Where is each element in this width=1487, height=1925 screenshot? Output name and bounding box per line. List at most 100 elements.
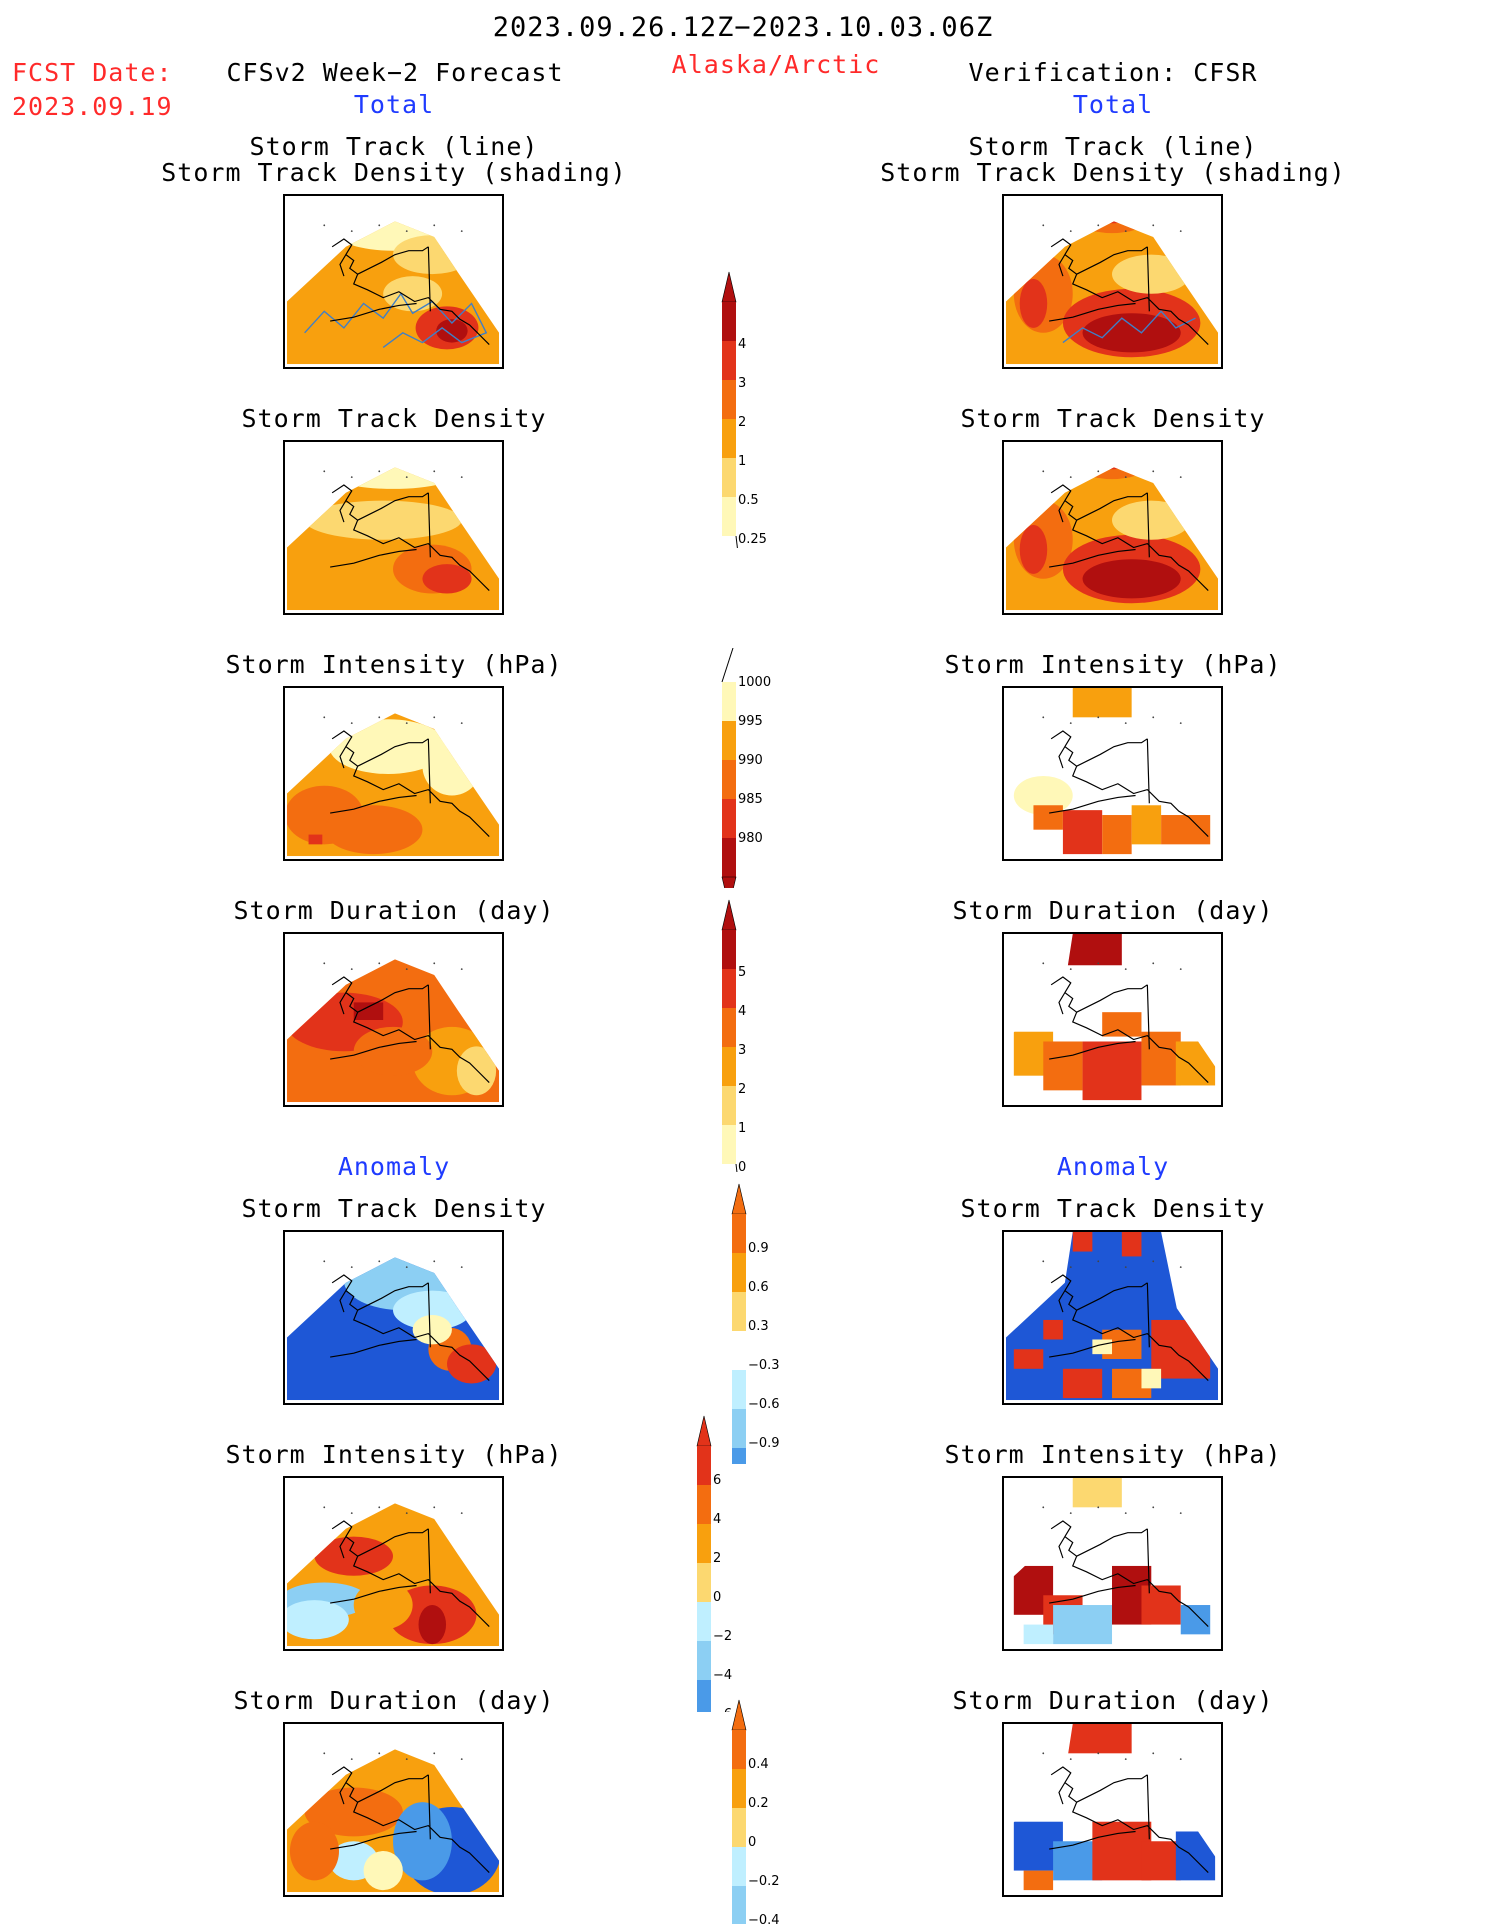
data-field [286, 1257, 500, 1401]
data-field [1005, 221, 1219, 365]
graticule-dot [1152, 224, 1155, 227]
colorbar-tick-label: 0 [738, 1160, 746, 1172]
panel-title: Storm Track Density [241, 404, 547, 433]
graticule-dot [323, 1752, 326, 1755]
panel-title: Storm Duration (day) [233, 896, 555, 925]
colorbar-track-density: 4 3 2 1 0.5 0.25 [721, 271, 767, 548]
colorbar-tick-label: −4 [713, 1668, 732, 1683]
data-field [1005, 1232, 1219, 1401]
graticule-dot [350, 1266, 353, 1269]
graticule-dot [1069, 230, 1072, 233]
graticule-dot [378, 224, 381, 227]
colorbar-tick-label: 985 [738, 792, 763, 807]
graticule-dot [1097, 224, 1100, 227]
map-forecast-density [283, 440, 504, 615]
graticule-dot [433, 1752, 436, 1755]
colorbar-segment [732, 1448, 746, 1464]
colorbar-tick-label: 2 [738, 415, 746, 430]
colorbar-segment [732, 1370, 746, 1409]
colorbar-tick-label: −6 [713, 1707, 732, 1712]
graticule-dot [323, 1260, 326, 1263]
graticule-dot [405, 722, 408, 725]
graticule-dot [1152, 470, 1155, 473]
coastline [1049, 1766, 1209, 1873]
graticule-dot [350, 230, 353, 233]
colorbar-segment [697, 1446, 711, 1485]
graticule-dot [1124, 968, 1127, 971]
colorbar-tick-label: 3 [738, 1043, 746, 1058]
graticule-dot [378, 962, 381, 965]
colorbar-whisker-bottom [735, 535, 738, 548]
graticule-dot [1069, 968, 1072, 971]
colorbar-arrow-top [721, 899, 737, 931]
colorbar-segment [732, 1886, 746, 1924]
graticule-dot [1179, 1512, 1182, 1515]
total-label-right: Total [1072, 90, 1154, 119]
colorbar-tick-label: −0.3 [748, 1358, 780, 1373]
graticule-dot [378, 1260, 381, 1263]
coastline [1049, 484, 1209, 591]
colorbar-segment [697, 1485, 711, 1524]
graticule-dot [1124, 1266, 1127, 1269]
graticule-dot [1152, 1506, 1155, 1509]
graticule-dot [1069, 722, 1072, 725]
panel-title: Storm Duration (day) [952, 896, 1274, 925]
graticule-dot [1042, 1260, 1045, 1263]
date-range-title: 2023.09.26.12Z−2023.10.03.06Z [492, 12, 994, 43]
graticule-dot [1097, 962, 1100, 965]
colorbar-tick-label: 0.9 [748, 1241, 769, 1256]
colorbar-segment [722, 969, 736, 1008]
storm-track-line [1062, 310, 1196, 344]
panel-title: Storm Duration (day) [952, 1686, 1274, 1715]
colorbar-segment [722, 760, 736, 799]
graticule-dot [460, 1512, 463, 1515]
coastline [1049, 976, 1209, 1083]
graticule-dot [323, 224, 326, 227]
colorbar-segment [732, 1253, 746, 1292]
graticule-dot [323, 716, 326, 719]
colorbar-segment [722, 1008, 736, 1047]
colorbar-segment [732, 1331, 746, 1370]
graticule-dot [433, 716, 436, 719]
graticule-dot [378, 1506, 381, 1509]
map-forecast-density-anomaly [283, 1230, 504, 1405]
data-field [1005, 688, 1219, 857]
graticule-dot [1124, 1512, 1127, 1515]
panel-title: Storm Track Density [241, 1194, 547, 1223]
colorbar-tick-label: −2 [713, 1629, 732, 1644]
coastline [1049, 1520, 1209, 1627]
graticule-dot [350, 722, 353, 725]
colorbar-arrow-bottom [721, 876, 737, 888]
graticule-dot [1179, 1758, 1182, 1761]
colorbar-tick-label: 0.2 [748, 1796, 769, 1811]
colorbar-segment [722, 838, 736, 877]
data-field [286, 467, 500, 611]
graticule-dot [350, 968, 353, 971]
graticule-dot [1069, 1758, 1072, 1761]
data-field [1005, 467, 1219, 611]
data-field [286, 221, 500, 365]
colorbar-segment [732, 1808, 746, 1847]
colorbar-intensity: 1000 995 990 985 980 [721, 648, 771, 888]
coastline [1049, 1274, 1209, 1381]
panel-title: Storm Track Density [960, 1194, 1266, 1223]
graticule-dot [1042, 1752, 1045, 1755]
graticule-dot [323, 962, 326, 965]
colorbar-density-anomaly: 0.9 0.6 0.3 −0.3 −0.6 −0.9 [731, 1183, 780, 1464]
map-verification-track [1002, 194, 1223, 369]
graticule-dot [1152, 1260, 1155, 1263]
graticule-dot [1179, 476, 1182, 479]
colorbar-arrow-top [721, 271, 737, 303]
colorbar-segment [722, 682, 736, 721]
colorbar-arrow-top [731, 1699, 747, 1731]
colorbar-segment [732, 1847, 746, 1886]
graticule-dot [433, 224, 436, 227]
panel-title: Storm Track Density [960, 404, 1266, 433]
map-forecast-duration [283, 932, 504, 1107]
coastline [330, 976, 490, 1083]
graticule-dot [1097, 470, 1100, 473]
data-field [1005, 1478, 1219, 1647]
coastline [330, 238, 490, 345]
graticule-dot [378, 1752, 381, 1755]
graticule-dot [1042, 716, 1045, 719]
